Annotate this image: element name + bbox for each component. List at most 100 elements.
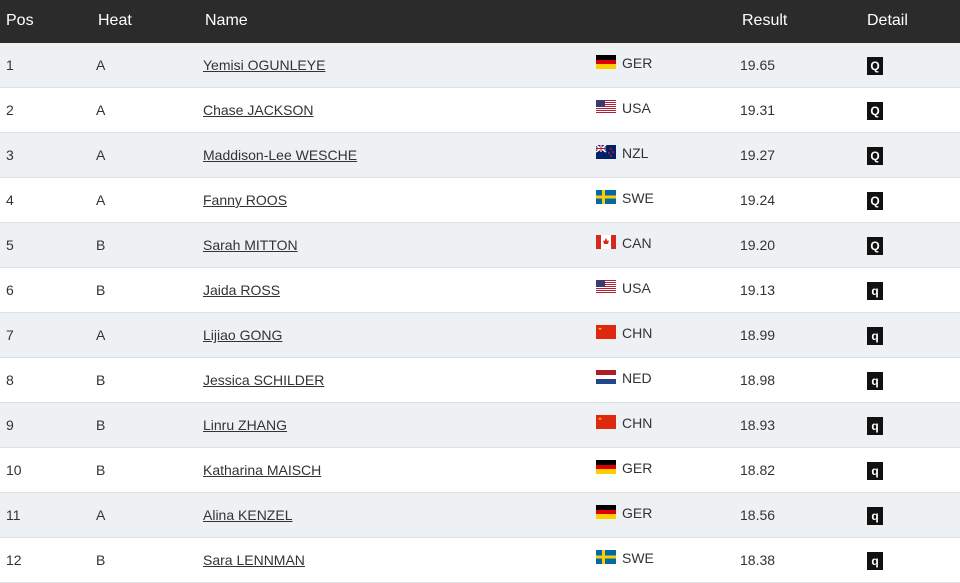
flag-part bbox=[596, 100, 616, 101]
athlete-link[interactable]: Katharina MAISCH bbox=[203, 462, 322, 478]
flag-part bbox=[596, 325, 616, 339]
table-header: Pos Heat Name Result Detail bbox=[0, 0, 960, 43]
table-row: 12 B Sara LENNMAN SWE 18.38 q bbox=[0, 538, 960, 583]
result: 19.31 bbox=[740, 102, 776, 118]
flag-part bbox=[596, 460, 616, 465]
qualification-badge: q bbox=[867, 372, 883, 390]
position: 4 bbox=[6, 192, 14, 208]
qualification-badge: Q bbox=[867, 57, 883, 75]
flag-part bbox=[596, 110, 616, 111]
flag-part bbox=[596, 235, 601, 249]
flag-part bbox=[598, 417, 602, 420]
flag-part bbox=[596, 379, 616, 384]
athlete-link[interactable]: Maddison-Lee WESCHE bbox=[203, 147, 358, 163]
qualification-badge: q bbox=[867, 462, 883, 480]
athlete-link[interactable]: Yemisi OGUNLEYE bbox=[203, 57, 326, 73]
flag-part bbox=[610, 155, 612, 157]
table-row: 2 A Chase JACKSON USA 19.31 Q bbox=[0, 88, 960, 133]
flag bbox=[596, 280, 616, 294]
athlete-link[interactable]: Chase JACKSON bbox=[203, 102, 314, 118]
athlete-link[interactable]: Alina KENZEL bbox=[203, 507, 293, 523]
flag bbox=[596, 505, 616, 519]
flag-part bbox=[596, 555, 616, 559]
qualification-badge: q bbox=[867, 417, 883, 435]
flag-part bbox=[596, 190, 616, 204]
flag bbox=[596, 325, 616, 339]
position: 6 bbox=[6, 282, 14, 298]
country: USA bbox=[622, 100, 651, 116]
result: 18.38 bbox=[740, 552, 776, 568]
flag-part bbox=[596, 100, 605, 107]
table-row: 4 A Fanny ROOS SWE 19.24 Q bbox=[0, 178, 960, 223]
heat: B bbox=[96, 237, 106, 253]
flag-part bbox=[598, 327, 602, 330]
table-row: 6 B Jaida ROSS USA 19.13 q bbox=[0, 268, 960, 313]
position: 3 bbox=[6, 147, 14, 163]
qualification-badge: q bbox=[867, 507, 883, 525]
heat: A bbox=[96, 147, 106, 163]
flag-part bbox=[596, 108, 616, 109]
heat: B bbox=[96, 282, 106, 298]
heat: A bbox=[96, 192, 106, 208]
flag-part bbox=[596, 375, 616, 379]
flag-part bbox=[596, 415, 616, 429]
heat: B bbox=[96, 462, 106, 478]
table-row: 11 A Alina KENZEL GER 18.56 q bbox=[0, 493, 960, 538]
flag bbox=[596, 415, 616, 429]
athlete-link[interactable]: Sara LENNMAN bbox=[203, 552, 305, 568]
flag-part bbox=[596, 100, 616, 114]
flag-part bbox=[596, 104, 616, 105]
athlete-link[interactable]: Fanny ROOS bbox=[203, 192, 288, 208]
flag bbox=[595, 144, 616, 159]
flag bbox=[596, 550, 616, 564]
position: 12 bbox=[6, 552, 22, 568]
flag bbox=[596, 190, 616, 204]
heat: B bbox=[96, 417, 106, 433]
flag-part bbox=[596, 288, 616, 289]
flag-part bbox=[596, 325, 616, 339]
athlete-link[interactable]: Jessica SCHILDER bbox=[203, 372, 325, 388]
flag-part bbox=[596, 465, 616, 469]
qualification-badge: Q bbox=[867, 237, 883, 255]
result: 19.20 bbox=[740, 237, 776, 253]
flag bbox=[596, 460, 616, 474]
flag-part bbox=[596, 292, 616, 293]
flag-part bbox=[596, 370, 616, 375]
qualification-badge: q bbox=[867, 282, 883, 300]
athlete-link[interactable]: Jaida ROSS bbox=[203, 282, 281, 298]
flag-part bbox=[596, 550, 616, 564]
flag-part bbox=[596, 286, 616, 287]
qualification-badge: q bbox=[867, 552, 883, 570]
flag-part bbox=[596, 60, 616, 64]
result: 18.98 bbox=[740, 372, 776, 388]
country: GER bbox=[622, 505, 653, 521]
table-row: 10 B Katharina MAISCH GER 18.82 q bbox=[0, 448, 960, 493]
table-row: 8 B Jessica SCHILDER NED 18.98 q bbox=[0, 358, 960, 403]
flag bbox=[596, 235, 616, 249]
table-row: 1 A Yemisi OGUNLEYE GER 19.65 Q bbox=[0, 43, 960, 88]
athlete-link[interactable]: Lijiao GONG bbox=[203, 327, 283, 343]
header-cell: Pos bbox=[6, 12, 34, 29]
flag-part bbox=[596, 55, 616, 69]
result: 19.24 bbox=[740, 192, 776, 208]
position: 8 bbox=[6, 372, 14, 388]
flag-part bbox=[596, 505, 616, 510]
result: 18.82 bbox=[740, 462, 776, 478]
table-row: 3 A Maddison-Lee WESCHE NZL 19.27 Q bbox=[0, 133, 960, 178]
flag-part bbox=[611, 235, 616, 249]
position: 1 bbox=[6, 57, 14, 73]
result: 18.93 bbox=[740, 417, 776, 433]
flag-part bbox=[596, 415, 616, 429]
country: SWE bbox=[622, 550, 654, 566]
flag bbox=[596, 370, 616, 384]
country: SWE bbox=[622, 190, 654, 206]
flag-part bbox=[596, 510, 616, 514]
athlete-link[interactable]: Sarah MITTON bbox=[203, 237, 298, 253]
athlete-link[interactable]: Linru ZHANG bbox=[203, 417, 288, 433]
flag-part bbox=[596, 290, 616, 291]
heat: A bbox=[96, 102, 106, 118]
table-row: 7 A Lijiao GONG CHN 18.99 q bbox=[0, 313, 960, 358]
result: 18.56 bbox=[740, 507, 776, 523]
heat: A bbox=[96, 57, 106, 73]
position: 9 bbox=[6, 417, 14, 433]
